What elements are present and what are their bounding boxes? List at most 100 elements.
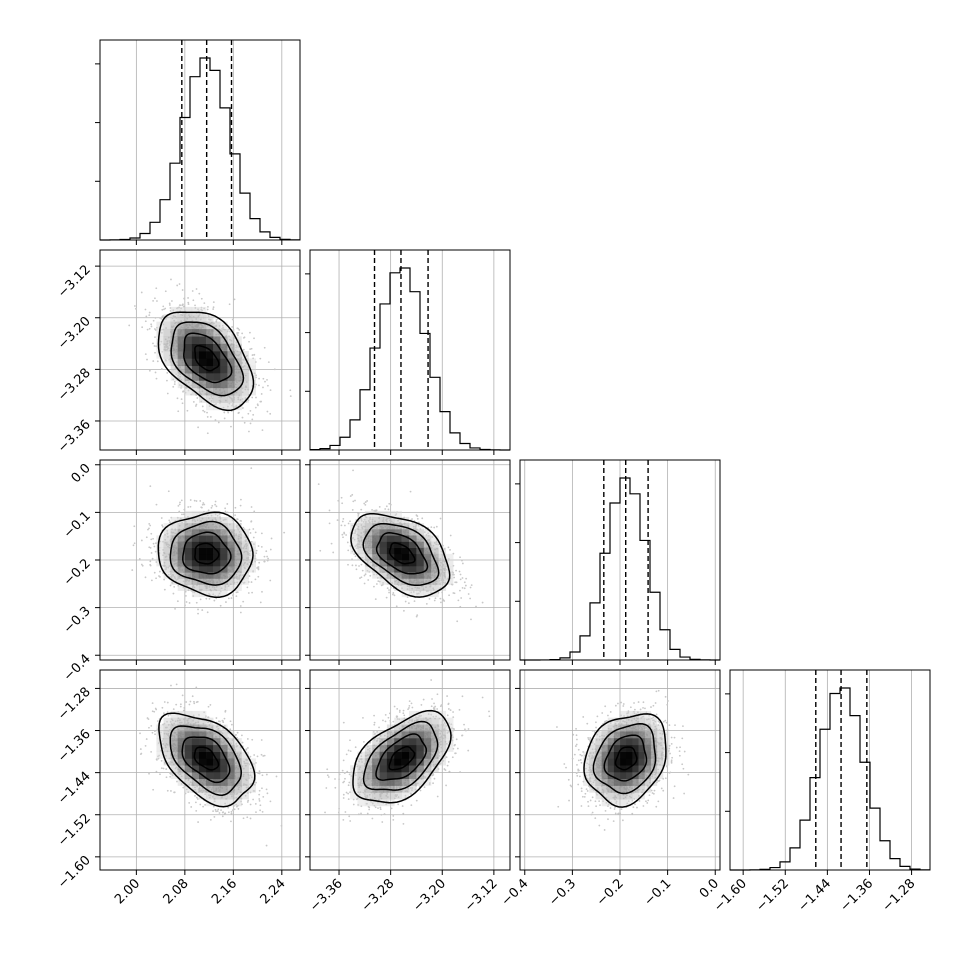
density-cell	[220, 566, 228, 573]
sample-point	[351, 564, 354, 567]
density-cell	[394, 547, 402, 555]
sample-point	[363, 574, 366, 577]
sample-point	[273, 368, 276, 371]
sample-point	[373, 573, 375, 576]
density-cell	[198, 380, 207, 389]
density-cell	[220, 553, 228, 561]
sample-point	[252, 528, 255, 530]
density-cell	[206, 566, 214, 573]
density-cell	[191, 365, 200, 374]
sample-point	[181, 513, 183, 516]
density-cell	[198, 553, 207, 561]
sample-point	[355, 524, 358, 526]
histogram-line	[310, 267, 510, 451]
sample-point	[269, 389, 272, 392]
sample-point	[257, 567, 260, 570]
sample-point	[255, 549, 258, 552]
sample-point	[215, 402, 217, 405]
density-cell	[372, 572, 380, 579]
density-cell	[379, 547, 388, 555]
density-cell	[386, 559, 395, 567]
sample-point	[247, 412, 250, 415]
sample-point	[234, 506, 237, 509]
sample-point	[259, 357, 262, 360]
density-cell	[394, 559, 402, 567]
density-cell	[241, 380, 249, 389]
sample-point	[182, 390, 185, 393]
sample-point	[164, 307, 167, 310]
density-cell	[401, 529, 410, 536]
density-cell	[241, 358, 249, 367]
sample-point	[455, 581, 458, 584]
sample-point	[193, 591, 196, 594]
density-cell	[191, 529, 200, 536]
density-cell	[191, 541, 200, 548]
density-cell	[416, 572, 424, 579]
density-cell	[220, 321, 228, 330]
sample-point	[162, 554, 164, 557]
density-cell	[191, 336, 200, 344]
sample-point	[134, 305, 136, 307]
sample-point	[145, 536, 148, 539]
density-cell	[206, 516, 214, 524]
contour-line	[170, 321, 245, 397]
sample-point	[407, 602, 410, 605]
sample-point	[340, 524, 343, 527]
density-cell	[156, 336, 164, 344]
sample-point	[240, 498, 242, 501]
sample-point	[140, 539, 143, 542]
density-cell	[198, 566, 207, 573]
density-cell	[191, 321, 200, 330]
density-cell	[408, 578, 417, 585]
sample-point	[163, 308, 165, 311]
density-cell	[156, 553, 164, 561]
sample-point	[175, 373, 178, 376]
density-cell	[213, 351, 221, 359]
density-cell	[191, 578, 200, 585]
sample-point	[155, 577, 157, 580]
sample-point	[208, 592, 210, 595]
density-cell	[198, 541, 207, 548]
sample-point	[149, 564, 152, 567]
sample-point	[194, 405, 197, 407]
density-cell	[206, 336, 214, 344]
scatter-panel-2-1	[309, 459, 511, 661]
density-cell	[234, 547, 242, 555]
sample-point	[347, 563, 349, 566]
sample-point	[154, 336, 156, 339]
density-cell	[379, 516, 388, 524]
sample-point	[378, 505, 381, 508]
sample-point	[168, 519, 171, 522]
density-cell	[241, 547, 249, 555]
density-cell	[241, 578, 249, 585]
density-cell	[170, 559, 178, 567]
sample-point	[441, 591, 444, 594]
density-cell	[206, 373, 214, 381]
density-cell	[248, 365, 256, 374]
sample-point	[248, 340, 250, 343]
density-cell	[408, 529, 417, 536]
sample-point	[388, 502, 391, 505]
density-cell	[401, 547, 410, 555]
density-cell	[394, 535, 402, 542]
density-cell	[191, 566, 200, 573]
density-cell	[206, 365, 214, 374]
density-cell	[163, 343, 171, 352]
sample-point	[197, 608, 199, 611]
density-cell	[220, 387, 228, 396]
sample-point	[389, 586, 392, 589]
sample-point	[355, 547, 358, 550]
sample-point	[197, 612, 199, 615]
sample-point	[182, 513, 185, 516]
density-cell	[416, 590, 424, 598]
sample-point	[192, 401, 195, 403]
sample-point	[162, 305, 165, 308]
density-cell	[177, 535, 186, 542]
sample-point	[453, 576, 456, 579]
density-cell	[234, 402, 242, 411]
density-cell	[198, 572, 207, 579]
sample-point	[260, 393, 263, 395]
sample-point	[152, 342, 154, 345]
sample-point	[375, 583, 378, 585]
density-cell	[184, 553, 193, 561]
